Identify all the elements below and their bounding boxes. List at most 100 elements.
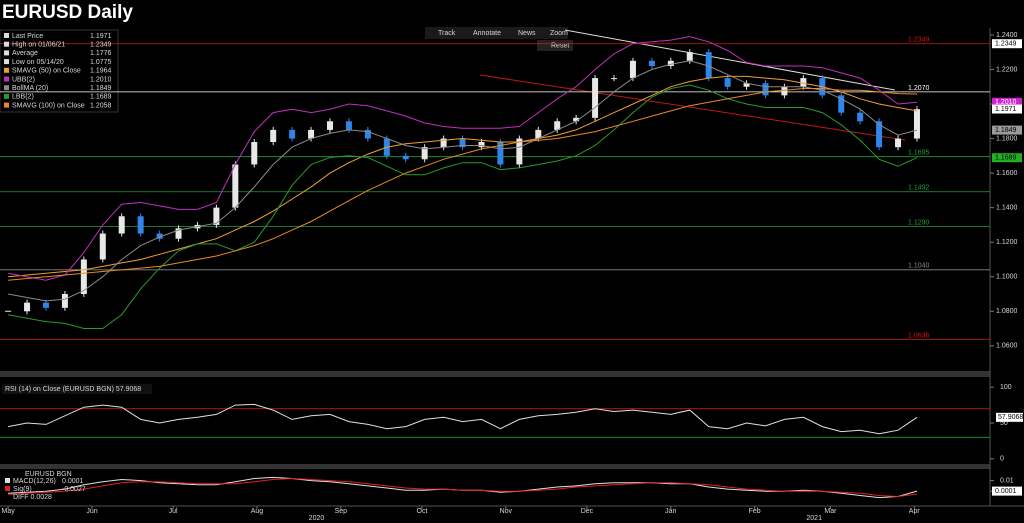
legend-value: 1.1776 — [90, 50, 112, 57]
toolbar-button[interactable]: Annotate — [473, 30, 501, 37]
candle — [762, 83, 769, 96]
legend-value: 1.1964 — [90, 68, 112, 75]
series-line — [8, 84, 918, 329]
toolbar-button[interactable]: News — [518, 30, 536, 37]
legend-label: BollMA (20) — [12, 85, 48, 92]
legend-swatch — [4, 85, 9, 91]
candle — [667, 60, 674, 66]
price-tag-label: 1.1689 — [995, 155, 1017, 162]
candle — [440, 138, 447, 148]
legend-value: 1.2349 — [90, 42, 112, 49]
candle — [800, 78, 807, 87]
plot-layer: 1.24001.22001.20001.18001.16001.14001.12… — [0, 32, 1023, 522]
price-tag-label: 0.0001 — [995, 488, 1017, 495]
candle — [459, 138, 466, 148]
legend-swatch — [4, 67, 9, 73]
candle — [137, 216, 144, 234]
price-tag-label: 1.1971 — [995, 106, 1017, 113]
toolbar-button[interactable]: Track — [438, 30, 456, 37]
legend-label: Sig(9) — [13, 486, 32, 493]
legend-swatch — [4, 50, 9, 56]
year-label: 2021 — [806, 515, 822, 522]
price-tag — [992, 104, 1022, 114]
legend-value: 1.1689 — [90, 94, 112, 101]
legend-value: 1.0775 — [90, 59, 112, 66]
candle — [24, 302, 31, 312]
y-tick-label: 100 — [1000, 384, 1012, 391]
toolbar — [425, 27, 568, 39]
x-tick-label: Aug — [251, 508, 264, 515]
candle — [705, 52, 712, 79]
toolbar-button[interactable]: Zoom — [550, 30, 568, 37]
series-line — [8, 75, 918, 278]
legend-label: SMAVG (100) on Close — [12, 102, 85, 109]
legend-value: -0.0027 — [62, 486, 86, 493]
candle — [724, 78, 731, 87]
y-tick-label: 1.1800 — [996, 135, 1018, 142]
level-label: 1.1695 — [908, 150, 930, 157]
legend-value: 1.1849 — [90, 85, 112, 92]
legend-swatch — [4, 41, 9, 47]
price-tag — [992, 125, 1022, 135]
candle — [686, 52, 693, 61]
series-line — [8, 88, 918, 281]
y-tick-label: 1.0800 — [996, 308, 1018, 315]
chart-title: EURUSD Daily — [2, 2, 133, 23]
legend-box — [2, 384, 152, 394]
legend-label: MACD(12,26) — [13, 478, 56, 485]
candle — [857, 112, 864, 122]
series-line — [8, 60, 918, 302]
candle — [118, 216, 125, 234]
series-line — [8, 403, 918, 435]
y-tick-label: 1.0600 — [996, 343, 1018, 350]
legend-swatch — [5, 486, 10, 491]
candle — [554, 121, 561, 130]
level-label: 1.0636 — [908, 332, 930, 339]
y-tick-label: 50 — [1000, 420, 1008, 427]
price-tag-label: 1.2349 — [995, 41, 1017, 48]
price-tag-label: 57.9068 — [998, 414, 1023, 421]
reset-label[interactable]: Reset — [551, 42, 569, 49]
legend-value: 1.1971 — [90, 33, 112, 40]
candle — [156, 233, 163, 239]
legend-swatch — [4, 102, 9, 108]
level-label: 1.2349 — [908, 37, 930, 44]
legend-label: DIFF 0.0028 — [13, 494, 52, 501]
legend-swatch — [4, 93, 9, 99]
candle — [535, 129, 542, 139]
panel-title: RSI (14) on Close (EURUSD BGN) 57.9068 — [5, 386, 141, 393]
candle — [573, 117, 580, 122]
candle — [478, 142, 485, 148]
price-tag — [992, 153, 1022, 163]
price-tag-label: 1.1849 — [995, 127, 1017, 134]
candle — [42, 302, 49, 308]
y-tick-label: 0 — [1000, 456, 1004, 463]
candle — [213, 207, 220, 225]
legend-swatch — [4, 59, 9, 65]
x-tick-label: Nov — [500, 508, 513, 515]
candle — [270, 129, 277, 142]
x-tick-label: Oct — [417, 508, 428, 515]
x-tick-label: Dec — [581, 508, 594, 515]
level-label: 1.2070 — [908, 85, 930, 92]
year-label: 2020 — [309, 515, 325, 522]
panel-divider — [0, 464, 990, 469]
panel-title: EURUSD BGN — [25, 471, 72, 478]
legend-label: SMAVG (50) on Close — [12, 68, 81, 75]
candle — [838, 95, 845, 113]
candle — [327, 121, 333, 130]
y-tick-label: 1.1400 — [996, 204, 1018, 211]
candle — [913, 109, 920, 139]
candle — [648, 60, 655, 66]
y-tick-label: 1.1000 — [996, 274, 1018, 281]
reset-button[interactable] — [537, 40, 573, 51]
candle — [876, 121, 883, 148]
price-tag — [992, 97, 1022, 107]
legend-swatch — [4, 33, 9, 38]
candle — [61, 294, 68, 308]
x-tick-label: Jun — [86, 508, 97, 515]
y-tick-label: 1.1600 — [996, 170, 1018, 177]
candle — [592, 78, 599, 118]
panel-divider — [0, 371, 990, 377]
